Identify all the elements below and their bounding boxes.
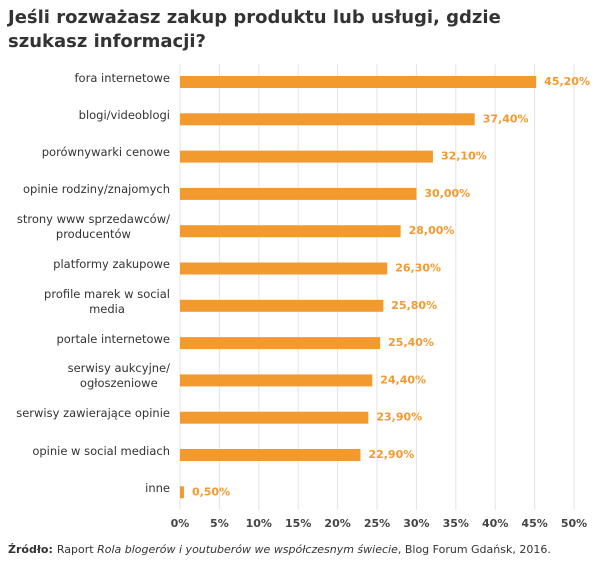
category-text: blogi/videoblogi xyxy=(78,107,170,122)
category-text: portale internetowe xyxy=(56,331,170,346)
category-label: blogi/videoblogi xyxy=(0,108,170,123)
chart-title: Jeśli rozważasz zakup produktu lub usług… xyxy=(8,7,501,52)
category-label: serwisy aukcyjne/ ogłoszeniowe xyxy=(0,361,170,391)
category-label: profile marek w social media xyxy=(0,287,170,317)
bar xyxy=(180,76,537,88)
x-tick-label: 25% xyxy=(364,517,390,530)
category-text: opinie w social mediach xyxy=(32,443,170,458)
x-tick-label: 5% xyxy=(210,517,229,530)
category-text: porównywarki cenowe xyxy=(41,145,170,160)
x-tick-label: 15% xyxy=(285,517,311,530)
value-label: 28,00% xyxy=(409,224,455,237)
x-tick-label: 35% xyxy=(443,517,469,530)
value-label: 24,40% xyxy=(380,373,426,386)
category-text: strony www sprzedawców/ producentów xyxy=(16,212,170,242)
bar xyxy=(180,225,401,238)
bar xyxy=(180,150,433,163)
value-label: 0,50% xyxy=(192,485,230,498)
category-text: profile marek w social media xyxy=(44,286,170,316)
category-text: fora internetowe xyxy=(74,70,171,85)
category-label: strony www sprzedawców/ producentów xyxy=(0,212,170,242)
bar xyxy=(180,299,384,312)
category-label: inne xyxy=(0,481,170,496)
x-tick-label: 20% xyxy=(324,517,350,530)
value-label: 23,90% xyxy=(376,411,422,424)
category-text: serwisy zawierające opinie xyxy=(16,406,170,421)
category-text: inne xyxy=(145,480,170,495)
bar xyxy=(180,411,369,424)
source-label: Źródło: xyxy=(8,543,53,556)
category-label: serwisy zawierające opinie xyxy=(0,406,170,421)
value-label: 45,20% xyxy=(544,75,590,88)
category-text: platformy zakupowe xyxy=(53,257,170,271)
category-text: serwisy aukcyjne/ ogłoszeniowe xyxy=(67,361,170,391)
x-tick-label: 40% xyxy=(482,517,508,530)
category-label: opinie rodziny/znajomych xyxy=(0,182,170,197)
source-title: Rola blogerów i youtuberów we współczesn… xyxy=(97,543,398,556)
value-label: 25,40% xyxy=(388,336,434,349)
value-label: 30,00% xyxy=(424,187,470,200)
x-tick-label: 30% xyxy=(403,517,429,530)
value-label: 26,30% xyxy=(395,262,441,275)
source-prefix: Raport xyxy=(56,543,94,556)
category-label: porównywarki cenowe xyxy=(0,145,170,160)
x-tick-label: 50% xyxy=(561,517,587,530)
category-text: opinie rodziny/znajomych xyxy=(23,182,170,197)
value-label: 22,90% xyxy=(368,448,414,461)
category-label: portale internetowe xyxy=(0,332,170,347)
value-label: 37,40% xyxy=(483,112,529,125)
source: Źródło: Raport Rola blogerów i youtuberów… xyxy=(8,543,551,556)
x-tick-label: 45% xyxy=(521,517,547,530)
category-label: fora internetowe xyxy=(0,70,171,86)
bar xyxy=(180,113,475,126)
bar xyxy=(180,337,381,350)
bar xyxy=(180,449,361,461)
bar xyxy=(180,374,373,387)
source-suffix: , Blog Forum Gdańsk, 2016. xyxy=(397,543,551,556)
bar xyxy=(180,262,388,275)
bar xyxy=(180,187,417,200)
x-tick-label: 10% xyxy=(246,517,272,530)
x-tick-label: 0% xyxy=(171,517,190,530)
category-label: platformy zakupowe xyxy=(0,257,170,272)
value-label: 25,80% xyxy=(391,299,437,312)
bar xyxy=(180,486,184,499)
value-label: 32,10% xyxy=(441,150,487,163)
category-label: opinie w social mediach xyxy=(0,444,170,459)
